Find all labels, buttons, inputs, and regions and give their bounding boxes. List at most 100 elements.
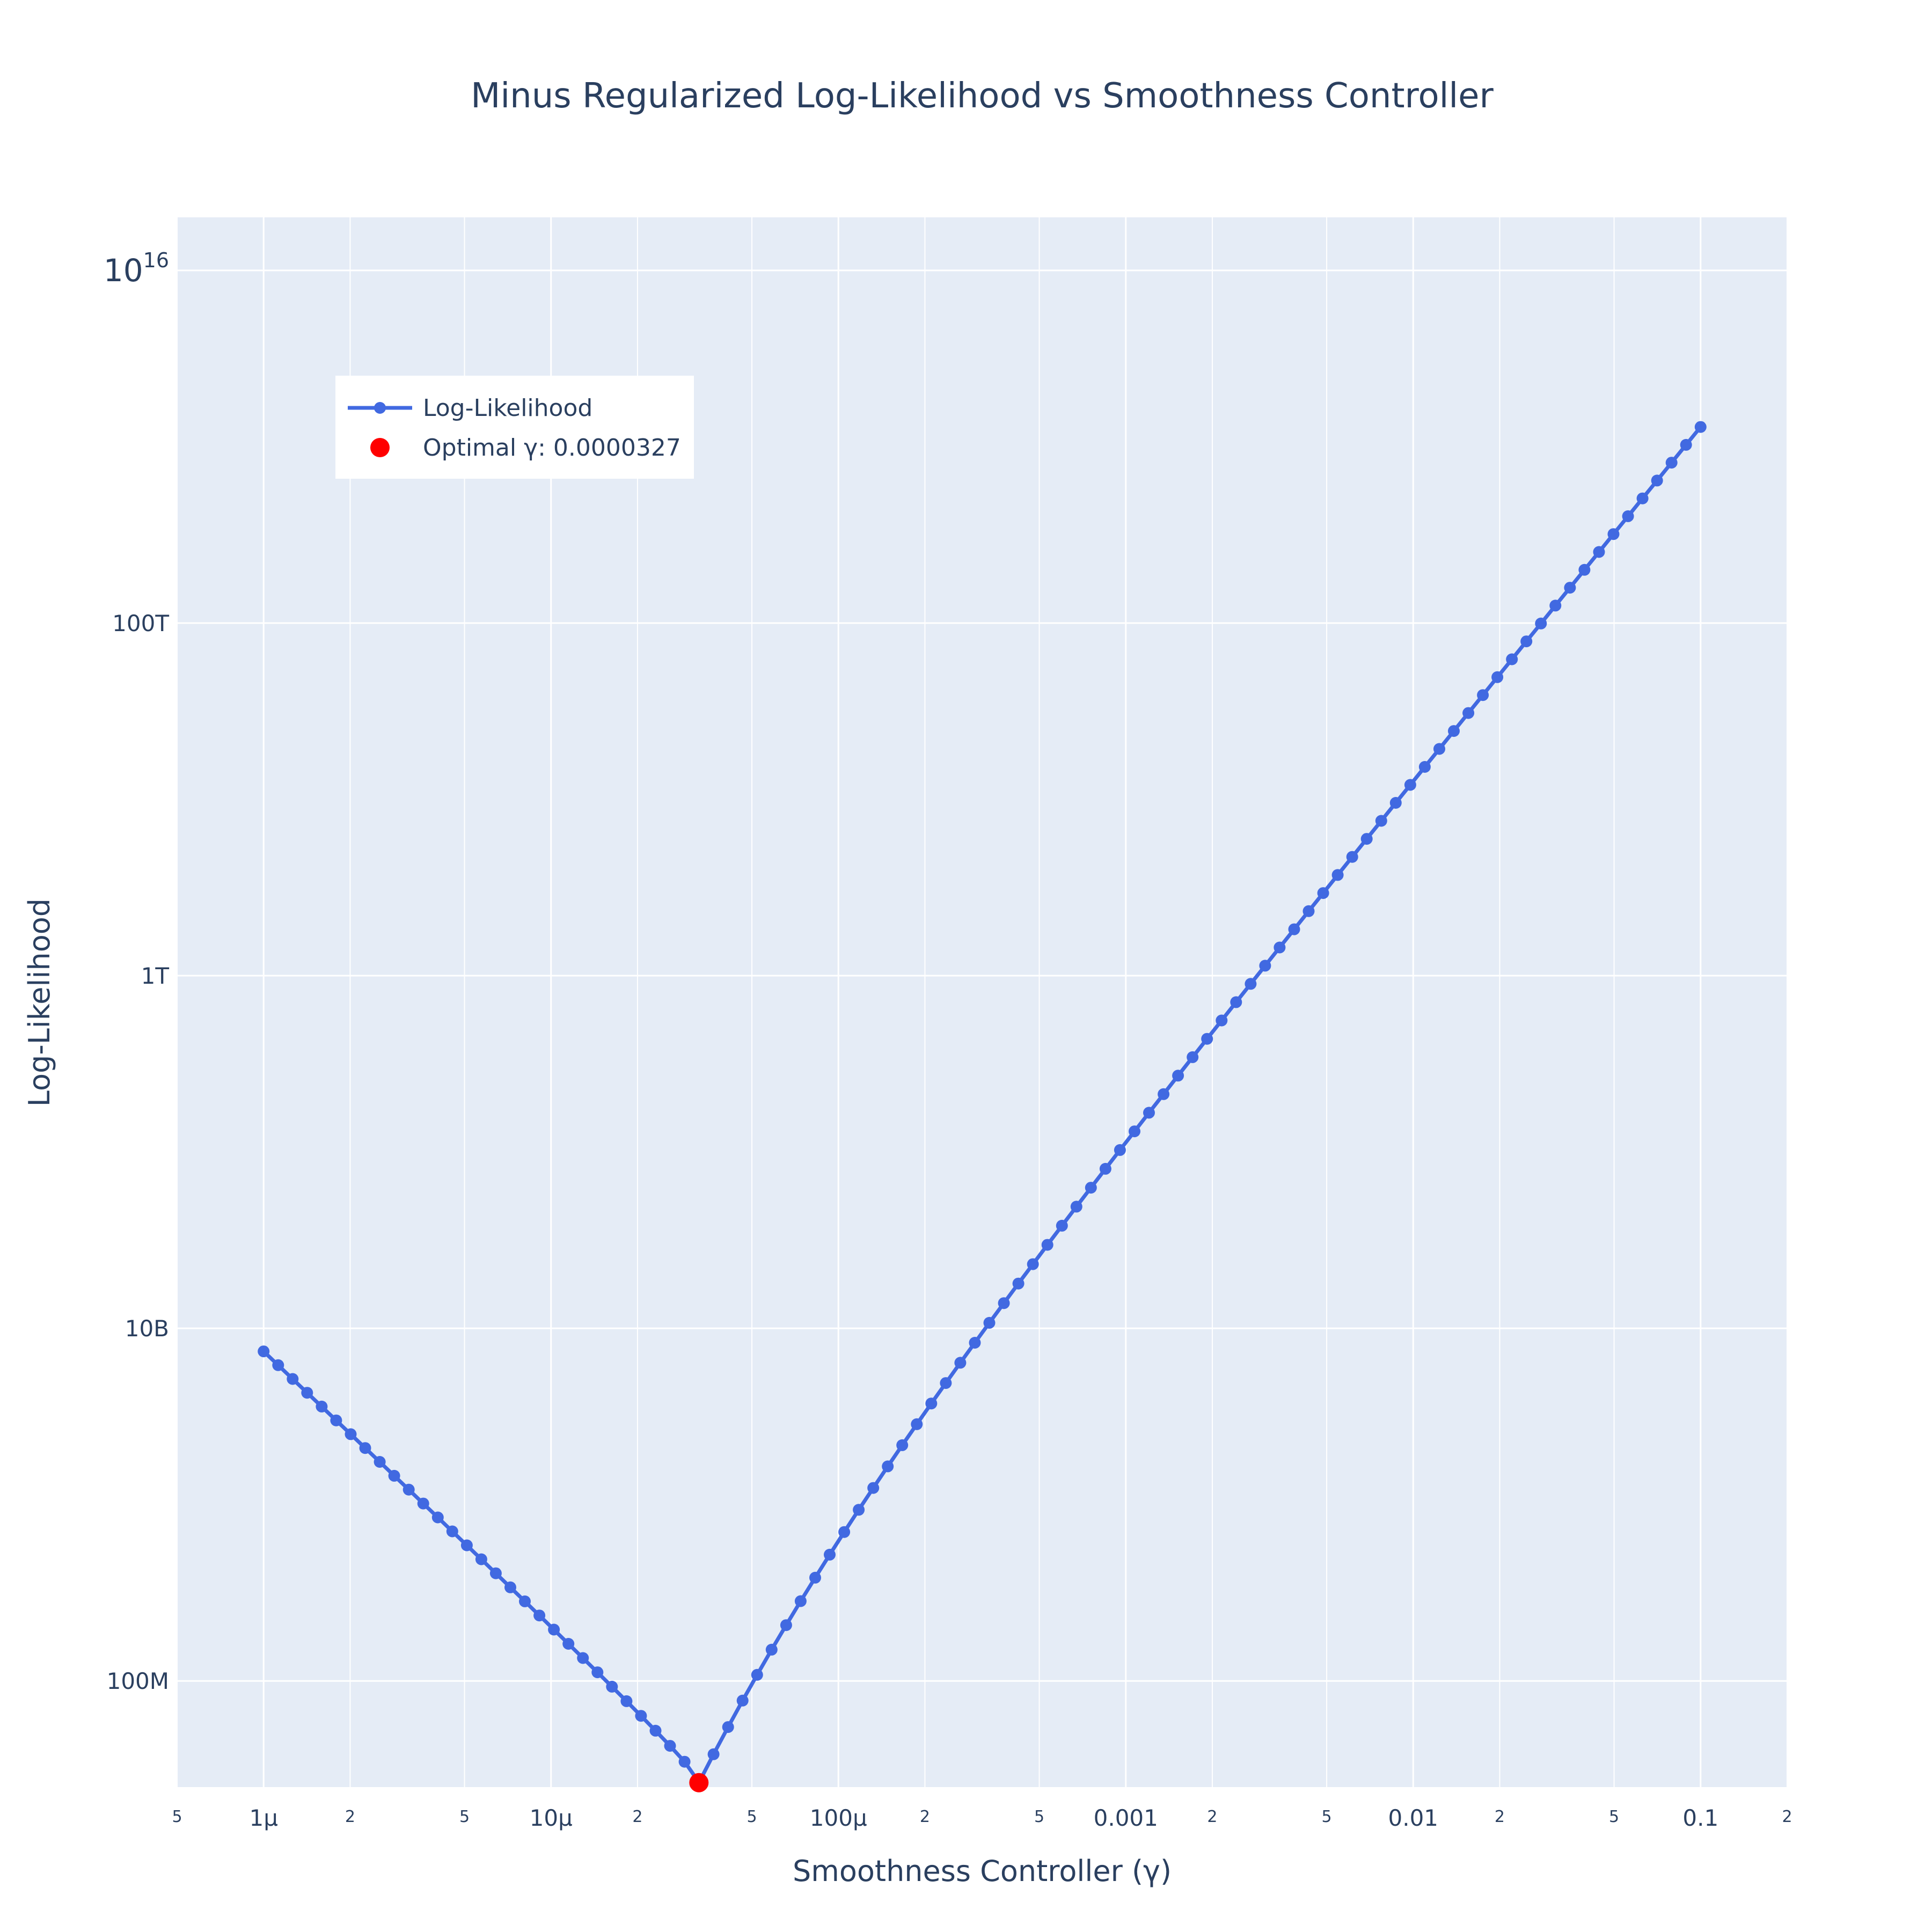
log-likelihood-point [1549,599,1562,612]
legend-line-marker-swatch [374,402,386,414]
x-minor-tick-label: 5 [172,1807,182,1826]
y-axis-ticks: 100M 10B 1T 100T 1016 [104,248,170,1694]
log-likelihood-point [1520,635,1533,648]
log-likelihood-point [1448,725,1460,737]
log-likelihood-point [809,1571,821,1584]
chart-title: Minus Regularized Log-Likelihood vs Smoo… [471,76,1494,116]
x-minor-tick-label: 5 [459,1807,470,1826]
log-likelihood-point [460,1539,473,1552]
log-likelihood-point [504,1581,516,1593]
y-tick-label: 1T [141,963,170,989]
log-likelihood-point [1389,797,1402,809]
x-tick-label: 0.001 [1094,1805,1158,1831]
log-likelihood-point [606,1680,618,1693]
log-likelihood-point [751,1668,763,1681]
log-likelihood-point [388,1469,400,1482]
log-likelihood-point [853,1504,865,1516]
log-likelihood-point [1491,671,1504,683]
log-likelihood-point [519,1595,531,1607]
legend-label-optimal: Optimal γ: 0.0000327 [423,434,681,462]
x-minor-tick-label: 5 [1322,1807,1332,1826]
log-likelihood-point [896,1439,909,1451]
log-likelihood-point [1462,707,1475,719]
y-tick-label: 1016 [104,248,169,289]
log-likelihood-point [1245,978,1257,990]
log-likelihood-point [1216,1014,1228,1027]
log-likelihood-point [736,1694,749,1707]
log-likelihood-point [1607,528,1620,540]
log-likelihood-point [925,1397,938,1410]
x-minor-tick-label: 2 [1207,1807,1217,1826]
log-likelihood-point [272,1359,284,1371]
x-tick-label: 100μ [810,1805,867,1831]
log-likelihood-point [1201,1033,1213,1045]
log-likelihood-point [316,1400,328,1413]
log-likelihood-point [664,1740,676,1752]
log-likelihood-point [1085,1182,1097,1194]
legend: Log-Likelihood Optimal γ: 0.0000327 [335,376,694,479]
x-axis-ticks: 5 2 5 2 5 2 5 2 5 2 5 2 1μ 10μ 100μ 0.001 0.01 0.1 [172,1805,1792,1831]
x-axis-label: Smoothness Controller (γ) [793,1854,1172,1888]
legend-box [335,376,694,479]
log-likelihood-point [1375,815,1387,827]
log-likelihood-point [1680,438,1692,451]
log-likelihood-point [548,1623,560,1636]
log-likelihood-point [998,1297,1010,1309]
x-minor-tick-label: 2 [1495,1807,1505,1826]
legend-optimal-marker-swatch [370,438,390,457]
log-likelihood-point [287,1373,299,1385]
log-likelihood-point [1564,582,1576,594]
log-likelihood-point [1172,1070,1184,1082]
log-likelihood-point [301,1387,313,1399]
log-likelihood-point [591,1666,604,1679]
x-minor-tick-label: 2 [920,1807,930,1826]
log-likelihood-point [1578,564,1591,576]
log-likelihood-point [620,1695,633,1707]
x-minor-tick-label: 5 [1609,1807,1619,1826]
log-likelihood-point [722,1721,734,1733]
x-minor-tick-label: 2 [632,1807,642,1826]
log-likelihood-point [1070,1201,1082,1213]
y-axis-label: Log-Likelihood [23,898,56,1107]
log-likelihood-point [1418,761,1431,773]
series-layer [258,421,1707,1792]
log-likelihood-point [374,1456,386,1468]
log-likelihood-point [983,1316,996,1329]
log-likelihood-point [1651,474,1663,487]
log-likelihood-point [882,1460,894,1473]
y-tick-label: 100M [107,1668,169,1694]
log-likelihood-point [431,1511,444,1524]
log-likelihood-point [330,1414,342,1426]
log-likelihood-point [359,1442,371,1454]
log-likelihood-point [911,1418,923,1430]
log-likelihood-point [954,1357,967,1369]
log-likelihood-point [635,1710,647,1722]
log-likelihood-point [577,1652,589,1664]
log-likelihood-point [1346,851,1358,863]
log-likelihood-point [1129,1125,1140,1138]
log-likelihood-point [1158,1088,1170,1100]
log-likelihood-point [1331,869,1344,881]
log-likelihood-point [402,1483,415,1496]
x-tick-label: 0.01 [1388,1805,1439,1831]
log-likelihood-point [707,1748,720,1760]
log-likelihood-point [1143,1107,1155,1119]
log-likelihood-point [1041,1239,1053,1251]
log-likelihood-point [969,1337,981,1349]
log-likelihood-point [794,1595,807,1607]
log-likelihood-point [1187,1051,1199,1063]
x-tick-label: 0.1 [1682,1805,1718,1831]
x-minor-tick-label: 5 [1034,1807,1044,1826]
log-likelihood-point [1404,779,1416,791]
log-likelihood-point [1317,887,1329,899]
log-likelihood-point [1274,941,1286,954]
x-minor-tick-label: 5 [747,1807,757,1826]
log-likelihood-point [562,1638,575,1650]
log-likelihood-point [940,1377,952,1389]
grid-lines [177,217,1788,1787]
log-likelihood-point [1288,923,1300,935]
log-likelihood-point [1694,421,1707,433]
y-tick-label: 100T [112,610,169,636]
log-likelihood-point [489,1567,502,1579]
